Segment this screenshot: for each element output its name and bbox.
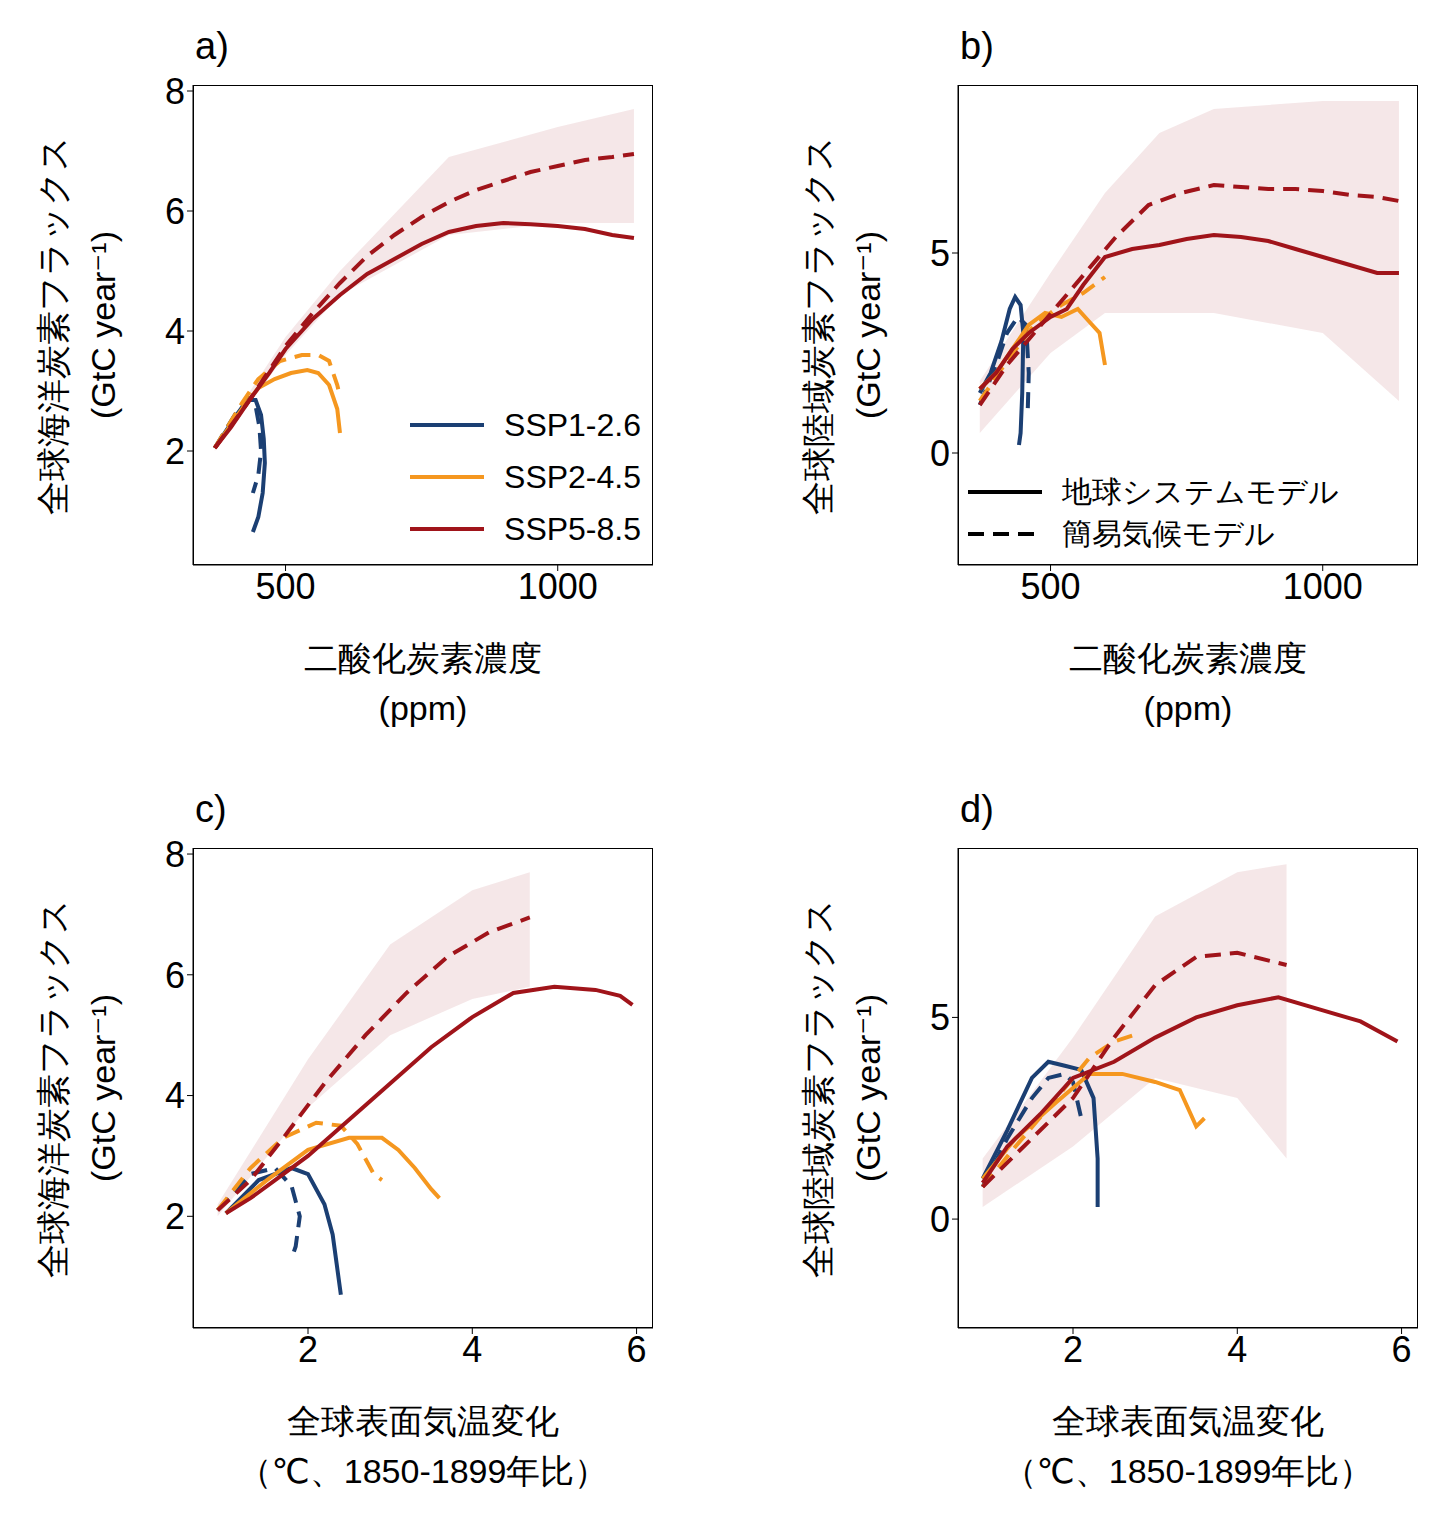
html-text:地球システムモデル: 地球システムモデル — [1062, 474, 1339, 508]
html-text:(GtC year⁻¹): (GtC year⁻¹) — [84, 231, 122, 419]
svg-text:8: 8 — [165, 834, 185, 875]
html-text:全球陸域炭素フラックス: 全球陸域炭素フラックス — [799, 135, 837, 515]
svg-text:5: 5 — [930, 233, 950, 274]
svg-text:1000: 1000 — [1283, 566, 1363, 607]
svg-text:2: 2 — [165, 1196, 185, 1237]
html-text:(ppm): (ppm) — [1143, 689, 1233, 727]
svg-text:4: 4 — [462, 1329, 482, 1370]
html-text:全球陸域炭素フラックス: 全球陸域炭素フラックス — [799, 898, 837, 1278]
svg-text:500: 500 — [256, 566, 316, 607]
html-text:d): d) — [960, 788, 994, 830]
svg-text:8: 8 — [165, 71, 185, 112]
html-text:c): c) — [195, 788, 227, 830]
html-text:SSP2-4.5: SSP2-4.5 — [504, 458, 641, 495]
svg-text:5: 5 — [930, 997, 950, 1038]
svg-text:2: 2 — [298, 1329, 318, 1370]
svg-text:2: 2 — [1063, 1329, 1083, 1370]
html-text:全球表面気温変化: 全球表面気温変化 — [1052, 1402, 1324, 1440]
svg-text:2: 2 — [165, 431, 185, 472]
svg-text:4: 4 — [165, 311, 185, 352]
svg-text:6: 6 — [627, 1329, 647, 1370]
html-text:(GtC year⁻¹): (GtC year⁻¹) — [849, 231, 887, 419]
svg-text:0: 0 — [930, 433, 950, 474]
html-text:全球海洋炭素フラックス: 全球海洋炭素フラックス — [34, 135, 72, 515]
html-text:簡易気候モデル: 簡易気候モデル — [1062, 516, 1275, 550]
html-text:全球海洋炭素フラックス: 全球海洋炭素フラックス — [34, 898, 72, 1278]
html-text:SSP5-8.5: SSP5-8.5 — [504, 510, 641, 547]
svg-text:6: 6 — [165, 191, 185, 232]
svg-text:0: 0 — [930, 1199, 950, 1240]
svg-text:4: 4 — [165, 1075, 185, 1116]
html-text:二酸化炭素濃度: 二酸化炭素濃度 — [1069, 639, 1307, 677]
svg-text:4: 4 — [1227, 1329, 1247, 1370]
html-text:（℃、1850-1899年比）: （℃、1850-1899年比） — [237, 1452, 609, 1490]
html-text:a): a) — [195, 25, 229, 67]
html-text:SSP1-2.6: SSP1-2.6 — [504, 406, 641, 443]
html-text:b): b) — [960, 25, 994, 67]
svg-text:6: 6 — [165, 955, 185, 996]
html-text:(GtC year⁻¹): (GtC year⁻¹) — [84, 994, 122, 1182]
html-text:(GtC year⁻¹): (GtC year⁻¹) — [849, 994, 887, 1182]
html-text:全球表面気温変化: 全球表面気温変化 — [287, 1402, 559, 1440]
svg-text:500: 500 — [1021, 566, 1081, 607]
html-text:（℃、1850-1899年比）: （℃、1850-1899年比） — [1002, 1452, 1374, 1490]
html-text:(ppm): (ppm) — [378, 689, 468, 727]
html-text:二酸化炭素濃度: 二酸化炭素濃度 — [304, 639, 542, 677]
svg-text:6: 6 — [1392, 1329, 1412, 1370]
svg-text:1000: 1000 — [518, 566, 598, 607]
